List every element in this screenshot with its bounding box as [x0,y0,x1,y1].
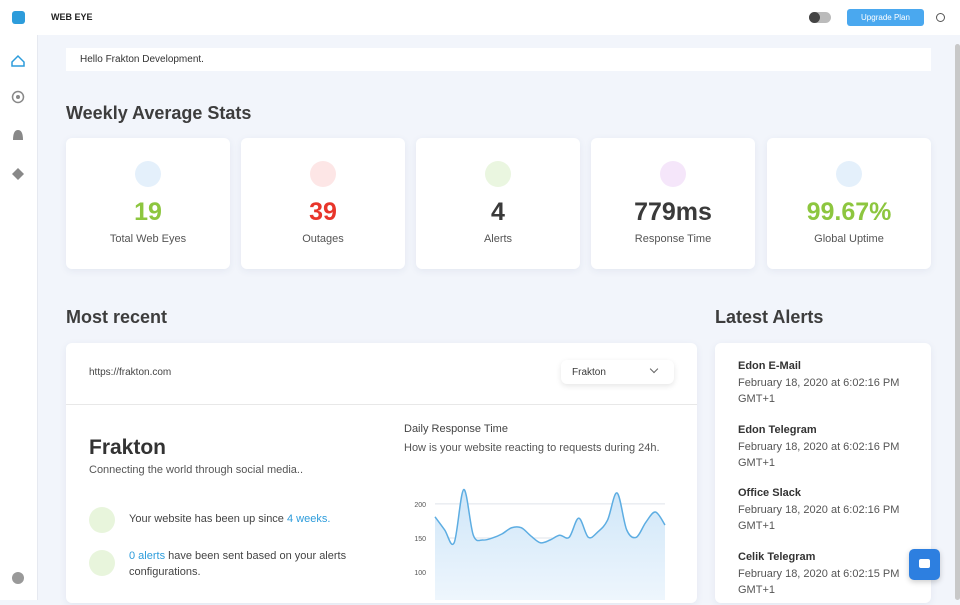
logo[interactable] [12,11,25,24]
uptime-text: Your website has been up since 4 weeks. [129,513,330,525]
stat-label: Outages [302,233,344,245]
stat-card: 99.67% Global Uptime [767,138,931,269]
site-tagline: Connecting the world through social medi… [89,464,304,476]
site-name: Frakton [89,436,167,459]
stat-card: 19 Total Web Eyes [66,138,230,269]
alert-item: Edon Telegram February 18, 2020 at 6:02:1… [738,424,903,471]
stat-icon [836,161,862,187]
stat-icon [660,161,686,187]
line [434,488,666,546]
url: https://frakton.com [89,367,172,378]
sidebar-icons [11,54,25,584]
alert-name: Edon Telegram [738,423,817,436]
divider [66,404,697,405]
greeting: Hello Frakton Development. [80,54,204,65]
brand: WEB EYE [51,12,93,22]
dropdown[interactable]: Frakton [561,360,674,384]
stat-label: Alerts [483,233,513,245]
stat-value: 779ms [634,198,712,226]
alerts-icon [89,550,115,576]
stat-icon [135,161,161,187]
area [435,489,665,600]
stat-card: 4 Alerts [416,138,580,269]
alerts-icon[interactable] [13,130,23,140]
alert-date: February 18, 2020 at 6:02:16 PM GMT+1 [738,377,900,405]
alert-name: Office Slack [738,487,801,499]
stat-card: 39 Outages [241,138,405,269]
top-bar: WEB EYE Upgrade Plan [0,0,960,35]
uptime-label: Your website has been up since [129,513,287,525]
alert-date: February 18, 2020 at 6:02:16 PM GMT+1 [738,440,900,469]
theme-toggle[interactable] [809,12,831,23]
profile-icon[interactable] [936,13,945,22]
upgrade-button[interactable]: Upgrade Plan [847,9,924,26]
section-title: Most recent [66,307,168,327]
alerts-title: Latest Alerts [715,307,824,327]
stat-icon [310,161,336,187]
alerts-link[interactable]: 0 alerts [129,550,166,562]
response-chart: 100 150 200 [414,488,666,600]
up-icon [89,507,115,533]
alert-item: Celik Telegram February 18, 2020 at 6:02:… [738,551,903,598]
stat-value: 19 [134,198,162,226]
monitor-icon[interactable] [11,90,25,104]
stat-label: Total Web Eyes [109,233,187,245]
chat-button[interactable] [909,549,940,580]
home-icon[interactable] [11,54,25,67]
alert-date: February 18, 2020 at 6:02:15 PM GMT+1 [738,567,900,596]
uptime-link[interactable]: 4 weeks. [286,513,331,525]
dropdown-label: Frakton [572,367,606,378]
scrollbar [955,44,960,600]
stat-icon [485,161,511,187]
alert-date: February 18, 2020 at 6:02:16 PM GMT+1 [738,504,900,532]
help-icon[interactable] [12,572,24,584]
stat-value: 4 [491,198,505,226]
y-tick-label: 150 [414,536,426,543]
alert-item: Office Slack February 18, 2020 at 6:02:16… [738,487,903,534]
alert-name: Celik Telegram [738,550,816,563]
chart-title: Daily Response Time [404,423,508,435]
stat-value: 99.67% [806,198,892,226]
alerts-panel: Edon E-Mail February 18, 2020 at 6:02:16 … [715,343,931,603]
stat-label: Response Time [634,233,712,245]
chevron [649,364,659,374]
greeting-bar: Hello Frakton Development. [66,48,931,71]
alert-name: Edon E-Mail [738,360,801,372]
stats-title: Weekly Average Stats [66,103,252,123]
chart-subtitle: How is your website reacting to requests… [404,442,660,454]
stat-label: Global Uptime [814,233,884,245]
alerts-label: have been sent based on your alerts conf… [129,550,347,578]
integrations-icon[interactable] [12,168,24,180]
y-tick-label: 100 [414,570,426,577]
alerts-text: 0 alerts have been sent based on your al… [129,548,369,580]
y-tick-label: 200 [414,502,426,509]
stat-card: 779ms Response Time [591,138,755,269]
alert-item: Edon E-Mail February 18, 2020 at 6:02:16 … [738,360,903,407]
sidebar [0,35,38,600]
stat-value: 39 [309,198,337,226]
